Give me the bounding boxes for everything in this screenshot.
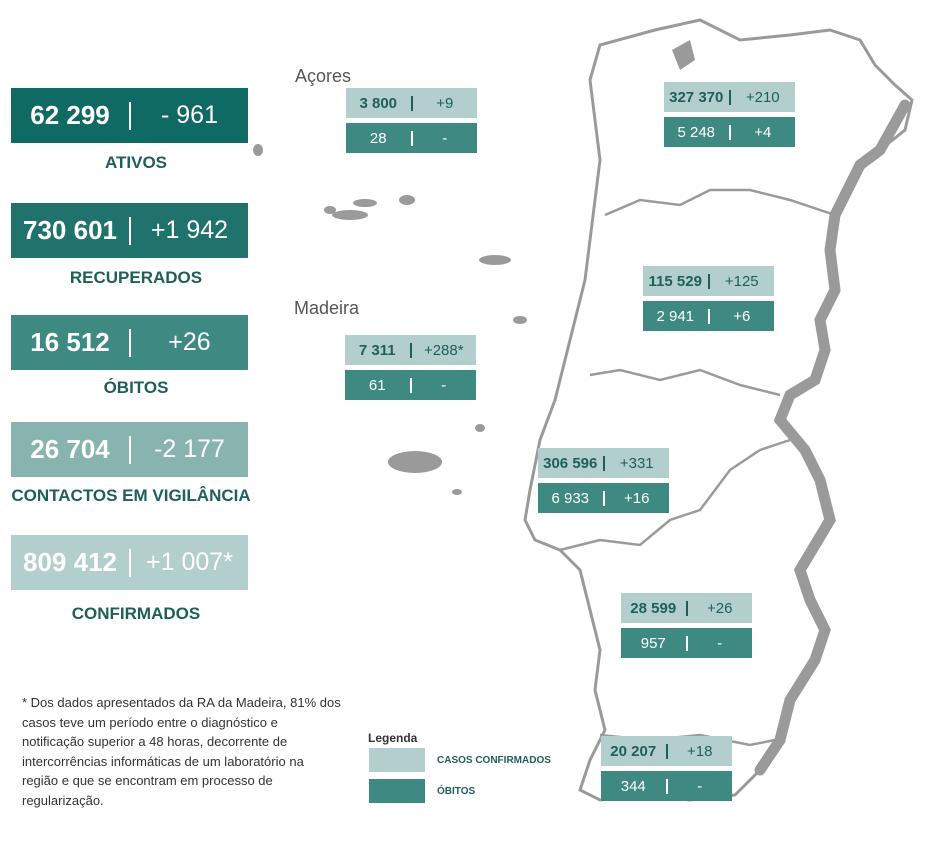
kpi-confirmados-delta: +1 007* bbox=[146, 548, 233, 576]
lvt-cases-delta: +331 bbox=[619, 454, 654, 472]
legend-title: Legenda bbox=[368, 731, 418, 745]
acores-cases: 3 800 bbox=[359, 94, 398, 112]
norte-cases-delta: +210 bbox=[745, 88, 780, 106]
kpi-separator bbox=[129, 548, 131, 577]
kpi-confirmados-value: 809 412 bbox=[23, 547, 117, 577]
madeira-deaths-box: 61 - bbox=[345, 370, 476, 400]
centro-cases-delta: +125 bbox=[724, 272, 759, 290]
legend-cases-swatch bbox=[369, 748, 425, 772]
island-acores-7 bbox=[513, 316, 527, 324]
lvt-deaths-delta: +16 bbox=[624, 489, 650, 507]
norte-cases-box: 327 370 +210 bbox=[664, 82, 795, 112]
kpi-contactos-box: 26 704 -2 177 bbox=[11, 422, 248, 477]
acores-deaths: 28 bbox=[369, 129, 387, 147]
alentejo-deaths-box: 957 - bbox=[621, 628, 752, 658]
kpi-recuperados-box: 730 601 +1 942 bbox=[11, 203, 248, 258]
madeira-footnote: * Dos dados apresentados da RA da Madeir… bbox=[22, 695, 341, 808]
acores-cases-box: 3 800 +9 bbox=[346, 88, 477, 118]
kpi-recuperados-delta: +1 942 bbox=[150, 216, 229, 244]
alentejo-deaths-delta: - bbox=[717, 634, 723, 652]
kpi-contactos-label: CONTACTOS EM VIGILÂNCIA bbox=[11, 486, 251, 505]
legend-deaths-label: ÓBITOS bbox=[437, 786, 476, 797]
kpi-recuperados-label: RECUPERADOS bbox=[69, 268, 203, 287]
kpi-contactos-value: 26 704 bbox=[30, 434, 110, 464]
kpi-ativos-box: 62 299 - 961 bbox=[11, 88, 248, 143]
madeira-cases-box: 7 311 +288* bbox=[345, 335, 476, 365]
legend-cases-label: CASOS CONFIRMADOS bbox=[437, 755, 551, 766]
norte-deaths: 5 248 bbox=[677, 123, 716, 141]
alentejo-deaths: 957 bbox=[640, 634, 666, 652]
alentejo-cases: 28 599 bbox=[630, 599, 677, 617]
acores-label: Açores bbox=[295, 66, 352, 86]
lvt-deaths-box: 6 933 +16 bbox=[538, 483, 669, 513]
acores-cases-delta: +9 bbox=[436, 94, 454, 112]
kpi-ativos-value: 62 299 bbox=[30, 100, 110, 130]
kpi-separator bbox=[129, 101, 131, 130]
island-desertas bbox=[452, 489, 462, 495]
kpi-obitos-delta: +26 bbox=[168, 328, 211, 356]
madeira-deaths-delta: - bbox=[441, 376, 447, 394]
algarve-deaths-delta: - bbox=[697, 777, 703, 795]
lvt-cases: 306 596 bbox=[543, 454, 598, 472]
kpi-ativos-label: ATIVOS bbox=[104, 153, 168, 172]
centro-deaths: 2 941 bbox=[656, 307, 695, 325]
algarve-cases-delta: +18 bbox=[687, 742, 713, 760]
centro-deaths-box: 2 941 +6 bbox=[643, 301, 774, 331]
lvt-cases-box: 306 596 +331 bbox=[538, 448, 669, 478]
lvt-deaths: 6 933 bbox=[551, 489, 590, 507]
alentejo-cases-box: 28 599 +26 bbox=[621, 593, 752, 623]
madeira-cases-delta: +288* bbox=[423, 341, 464, 359]
alentejo-cases-delta: +26 bbox=[707, 599, 733, 617]
legend-deaths-swatch bbox=[369, 779, 425, 803]
norte-deaths-box: 5 248 +4 bbox=[664, 117, 795, 147]
kpi-obitos-value: 16 512 bbox=[30, 327, 110, 357]
island-acores-4 bbox=[353, 199, 377, 207]
norte-cases: 327 370 bbox=[669, 88, 724, 106]
madeira-cases: 7 311 bbox=[358, 341, 396, 359]
centro-cases: 115 529 bbox=[648, 272, 702, 290]
island-acores-2 bbox=[324, 206, 336, 214]
algarve-cases: 20 207 bbox=[610, 742, 657, 760]
centro-deaths-delta: +6 bbox=[733, 307, 751, 325]
island-acores-6 bbox=[479, 255, 511, 265]
kpi-recuperados-value: 730 601 bbox=[23, 215, 117, 245]
madeira-label: Madeira bbox=[294, 298, 360, 318]
island-acores-5 bbox=[399, 195, 415, 205]
centro-cases-box: 115 529 +125 bbox=[643, 266, 774, 296]
acores-deaths-box: 28 - bbox=[346, 123, 477, 153]
kpi-confirmados-label: CONFIRMADOS bbox=[71, 604, 201, 623]
algarve-cases-box: 20 207 +18 bbox=[601, 736, 732, 766]
kpi-obitos-box: 16 512 +26 bbox=[11, 315, 248, 370]
kpi-separator bbox=[129, 328, 131, 357]
island-acores-3 bbox=[332, 210, 368, 220]
kpi-separator bbox=[129, 216, 131, 245]
algarve-deaths: 344 bbox=[620, 777, 646, 795]
island-madeira bbox=[388, 451, 442, 473]
kpi-confirmados-box: 809 412 +1 007* bbox=[11, 535, 248, 590]
island-acores-1 bbox=[253, 144, 263, 156]
kpi-ativos-delta: - 961 bbox=[161, 101, 218, 129]
island-porto-santo bbox=[475, 424, 485, 432]
madeira-deaths: 61 bbox=[368, 376, 386, 394]
kpi-contactos-delta: -2 177 bbox=[154, 435, 225, 463]
algarve-deaths-box: 344 - bbox=[601, 771, 732, 801]
norte-deaths-delta: +4 bbox=[754, 123, 772, 141]
acores-deaths-delta: - bbox=[442, 129, 448, 147]
kpi-separator bbox=[129, 435, 131, 464]
kpi-obitos-label: ÓBITOS bbox=[103, 378, 169, 397]
